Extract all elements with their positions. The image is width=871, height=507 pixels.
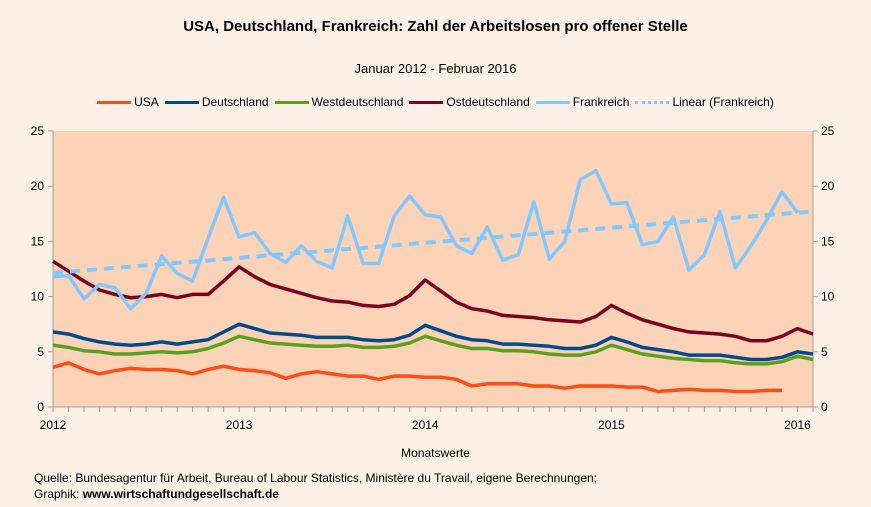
legend-swatch	[409, 100, 444, 104]
series-line-usa	[52, 361, 782, 394]
y-tick-label-left: 5	[37, 345, 44, 359]
x-tick-label: 2013	[226, 418, 253, 432]
legend-label: USA	[134, 95, 159, 109]
legend-label: Frankreich	[572, 95, 630, 109]
source-note: Quelle: Bundesagentur für Arbeit, Bureau…	[34, 470, 597, 502]
y-tick-label-right: 25	[821, 124, 835, 138]
legend: USA Deutschland Westdeutschland Ostdeutschl…	[0, 95, 871, 109]
source-text: Quelle: Bundesagentur für Arbeit, Bureau…	[34, 471, 598, 485]
legend-swatch	[164, 100, 199, 104]
y-tick-label-right: 10	[821, 290, 835, 304]
series-line-deutschland	[52, 322, 814, 362]
legend-item: Linear (Frankreich)	[635, 95, 774, 109]
legend-swatch	[274, 100, 309, 104]
graphic-url: www.wirtschaftundgesellschaft.de	[82, 487, 279, 501]
legend-item: Ostdeutschland	[409, 95, 530, 109]
x-tick-label: 2016	[784, 418, 811, 432]
legend-label: Deutschland	[201, 95, 269, 109]
y-tick-label-right: 0	[821, 400, 828, 414]
plot-area	[53, 131, 813, 407]
y-tick-label-left: 0	[37, 400, 44, 414]
x-tick-label: 2015	[598, 418, 625, 432]
legend-item: Westdeutschland	[274, 95, 404, 109]
series-line-westdeutschland	[52, 334, 814, 366]
x-tick-label: 2014	[412, 418, 439, 432]
y-tick-label-right: 5	[821, 345, 828, 359]
legend-item: Deutschland	[164, 95, 269, 109]
y-tick-label-left: 20	[31, 179, 45, 193]
y-tick-label-left: 25	[31, 124, 45, 138]
legend-label: Linear (Frankreich)	[672, 95, 774, 109]
legend-swatch	[97, 100, 132, 104]
chart-subtitle: Januar 2012 - Februar 2016	[354, 61, 517, 76]
legend-label: Ostdeutschland	[446, 95, 530, 109]
y-tick-label-left: 15	[31, 234, 45, 248]
legend-item: Frankreich	[535, 95, 630, 109]
legend-swatch	[635, 100, 670, 104]
series-line-trend-frankreich	[52, 209, 811, 275]
legend-item: USA	[97, 95, 159, 109]
graphic-label: Graphik:	[34, 487, 83, 501]
y-tick-label-right: 15	[821, 234, 835, 248]
legend-label: Westdeutschland	[311, 95, 404, 109]
legend-swatch	[535, 100, 570, 104]
series-line-ostdeutschland	[52, 259, 814, 343]
chart-title: USA, Deutschland, Frankreich: Zahl der A…	[183, 18, 688, 35]
y-tick-label-right: 20	[821, 179, 835, 193]
y-tick-label-left: 10	[31, 290, 45, 304]
x-axis-label: Monatswerte	[401, 446, 470, 460]
x-tick-label: 2012	[40, 418, 67, 432]
